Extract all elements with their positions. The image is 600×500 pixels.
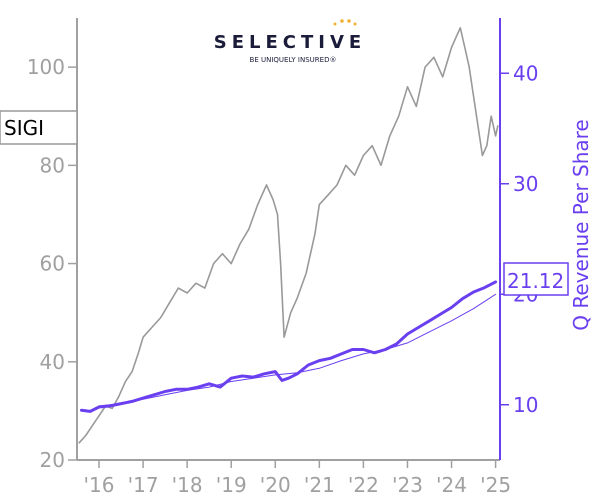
left-tick-label: 100 xyxy=(27,55,65,79)
left-tick-label: 40 xyxy=(40,350,65,374)
logo-dot xyxy=(353,22,357,26)
right-axis-title: Q Revenue Per Share xyxy=(569,119,593,331)
logo-dot xyxy=(347,19,351,23)
x-axis-ticks: '16 '17 '18 '19 '20 '21 '22 '23 '24 '25 xyxy=(84,460,511,497)
right-tick-label: 30 xyxy=(513,172,538,196)
x-tick-label: '23 xyxy=(392,473,423,497)
ticker-box xyxy=(0,110,78,145)
left-axis-ticks: 20 40 60 80 100 xyxy=(27,55,77,472)
x-tick-label: '16 xyxy=(84,473,115,497)
x-tick-label: '25 xyxy=(480,473,511,497)
logo-dot xyxy=(340,19,344,23)
x-tick-label: '18 xyxy=(172,473,203,497)
last-value-rect xyxy=(503,262,569,296)
company-logo: SELECTIVE BE UNIQUELY INSURED® xyxy=(214,19,366,64)
left-tick-label: 20 xyxy=(40,448,65,472)
series-layer xyxy=(78,26,499,444)
logo-tagline: BE UNIQUELY INSURED® xyxy=(250,56,337,64)
right-tick-label: 10 xyxy=(513,393,538,417)
left-tick-label: 80 xyxy=(40,153,65,177)
right-axis-ticks: 10203040 xyxy=(500,61,538,417)
revenue-thin-line xyxy=(98,293,497,407)
x-tick-label: '19 xyxy=(216,473,247,497)
left-tick-label: 60 xyxy=(40,252,65,276)
x-tick-label: '20 xyxy=(260,473,291,497)
x-tick-label: '22 xyxy=(348,473,379,497)
right-tick-label: 40 xyxy=(513,61,538,85)
last-value-box: 21.12 xyxy=(503,262,569,296)
logo-name: SELECTIVE xyxy=(214,32,366,53)
x-tick-label: '17 xyxy=(128,473,159,497)
price-series-line xyxy=(78,26,499,444)
last-value-label: 21.12 xyxy=(507,269,564,293)
x-tick-label: '21 xyxy=(304,473,335,497)
ticker-label: SIGI xyxy=(4,116,44,140)
ticker-label-box: SIGI xyxy=(0,110,78,145)
logo-dot xyxy=(333,22,337,26)
revenue-series-line xyxy=(79,280,498,413)
x-tick-label: '24 xyxy=(436,473,467,497)
